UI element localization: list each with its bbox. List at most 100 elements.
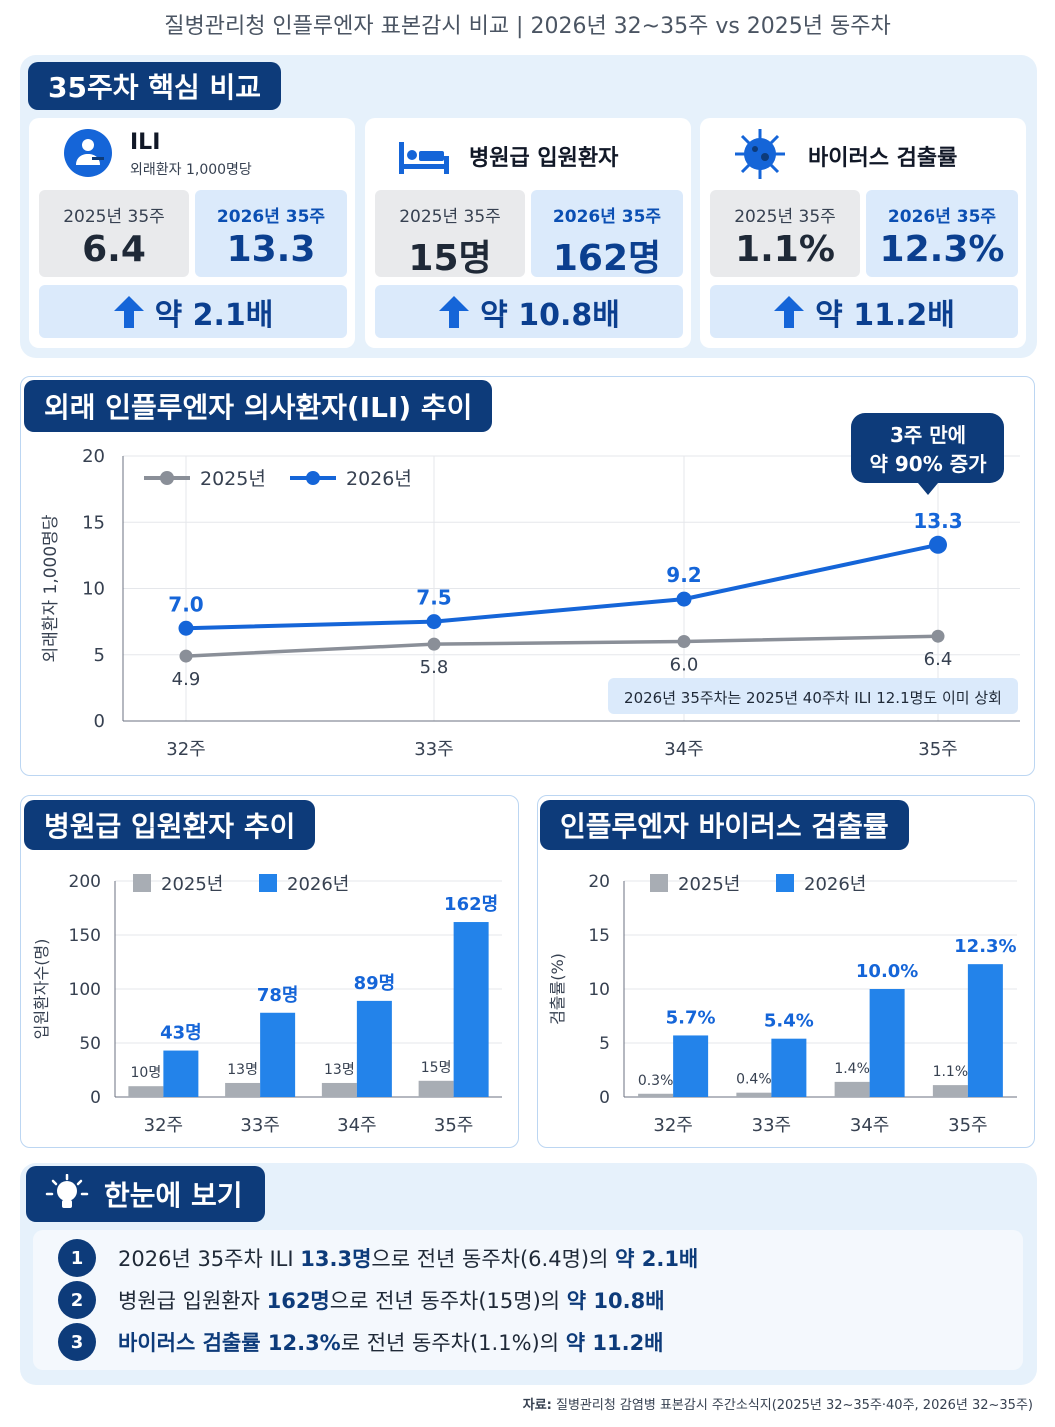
bar-data-label: 13명 (227, 1062, 258, 1078)
ili-section-title: 외래 인플루엔자 의사환자(ILI) 추이 (24, 380, 493, 432)
y-tick-label: 200 (69, 872, 101, 892)
data-label: 6.4 (924, 649, 953, 670)
bar-data-label: 5.7% (666, 1007, 716, 1028)
data-point (426, 614, 442, 630)
y-tick-label: 0 (90, 1088, 101, 1108)
y-tick-label: 10 (82, 579, 105, 600)
x-tick-label: 33주 (414, 739, 453, 760)
virus-icon (733, 127, 787, 185)
kpi-2025-value: 1.1% (735, 229, 835, 270)
kpi-ratio-text: 약 10.8배 (480, 297, 620, 333)
bar-data-label: 1.1% (933, 1064, 969, 1080)
bar-data-label: 12.3% (954, 936, 1016, 957)
lightbulb-icon (45, 1174, 89, 1208)
legend-marker (160, 471, 174, 485)
bar-2026년 (967, 964, 1003, 1097)
y-axis-title: 입원환자수(명) (32, 939, 51, 1040)
callout-text: 약 90% 증가 (870, 452, 988, 476)
hosp-bar-chart: 0 50 100 150 200 입원환자수(명) 32주 10명 43명 33주 13명 78명 34… (32, 872, 502, 1136)
bar-2026년 (771, 1038, 807, 1097)
hospital-bed-icon (397, 138, 451, 182)
kpi-2026-value: 12.3% (879, 229, 1005, 270)
legend-label: 2026년 (287, 874, 349, 895)
legend-label: 2025년 (161, 874, 223, 895)
legend-swatch (259, 874, 277, 892)
note-text: 2026년 35주차는 2025년 40주차 ILI 12.1명도 이미 상회 (624, 689, 1002, 707)
x-tick-label: 34주 (664, 739, 703, 760)
bar-2025년 (225, 1082, 261, 1097)
summary-item: 1 2026년 35주차 ILI 13.3명으로 전년 동주차(6.4명)의 약 … (58, 1239, 698, 1277)
data-label: 5.8 (420, 657, 449, 678)
arrow-up-icon (439, 295, 470, 328)
bar-2025년 (638, 1093, 674, 1097)
summary-number: 2 (58, 1281, 96, 1319)
callout-text: 3주 만에 (890, 423, 966, 447)
kpi-2026-label: 2026년 35주 (216, 207, 326, 227)
source-text: 질병관리청 감염병 표본감시 주간소식지(2025년 32~35주·40주, 2… (556, 1398, 1033, 1413)
summary-list-bg (33, 1230, 1023, 1370)
x-tick-label: 34주 (850, 1115, 889, 1136)
x-tick-label: 35주 (918, 739, 957, 760)
data-label: 4.9 (172, 669, 201, 690)
kpi-card-title: ILI (130, 130, 161, 155)
bar-data-label: 162명 (444, 894, 498, 915)
kpi-ratio: 약 11.2배 (710, 285, 1018, 338)
y-tick-label: 20 (588, 872, 610, 892)
legend-marker (306, 471, 320, 485)
callout-bubble (851, 413, 1004, 495)
x-tick-label: 33주 (240, 1115, 279, 1136)
x-tick-label: 35주 (948, 1115, 987, 1136)
hosp-section-title: 병원급 입원환자 추이 (24, 800, 316, 850)
y-axis-title: 검출률(%) (548, 953, 567, 1025)
bar-2026년 (260, 1012, 296, 1097)
series-line-2025년 (185, 634, 939, 658)
data-point (178, 620, 194, 636)
bar-2025년 (736, 1092, 772, 1097)
y-tick-label: 50 (79, 1034, 101, 1054)
bar-2026년 (869, 989, 905, 1097)
bar-2025년 (128, 1086, 164, 1097)
y-tick-label: 150 (69, 926, 101, 946)
bar-2025년 (418, 1080, 454, 1097)
bar-data-label: 0.3% (638, 1073, 674, 1089)
source-note: 자료: 질병관리청 감염병 표본감시 주간소식지(2025년 32~35주·40… (523, 1394, 1033, 1413)
kpi-2025-value: 6.4 (82, 229, 146, 270)
summary-item: 3 바이러스 검출률 12.3%로 전년 동주차(1.1%)의 약 11.2배 (58, 1323, 664, 1361)
bar-2026년 (453, 922, 489, 1097)
y-tick-label: 100 (69, 980, 101, 1000)
bar-2026년 (673, 1035, 709, 1097)
page-title: 질병관리청 인플루엔자 표본감시 비교 | 2026년 32~35주 vs 20… (164, 14, 891, 39)
bar-2025년 (932, 1085, 968, 1097)
data-point (179, 649, 193, 663)
note-box (608, 678, 1018, 714)
virus-section-title: 인플루엔자 바이러스 검출률 (540, 800, 909, 850)
kpi-2026-value: 13.3 (226, 229, 316, 270)
patient-icon (62, 127, 114, 183)
bar-data-label: 0.4% (736, 1072, 772, 1088)
kpi-2026-label: 2026년 35주 (887, 207, 997, 227)
bar-data-label: 43명 (160, 1023, 202, 1044)
y-axis-title: 외래환자 1,000명당 (41, 514, 61, 662)
bar-2025년 (834, 1081, 870, 1097)
bar-data-label: 10명 (131, 1065, 162, 1081)
summary-item: 2 병원급 입원환자 162명으로 전년 동주차(15명)의 약 10.8배 (58, 1281, 665, 1319)
y-tick-label: 5 (94, 645, 105, 666)
kpi-ratio: 약 2.1배 (39, 285, 347, 338)
data-point (677, 635, 691, 648)
x-tick-label: 32주 (653, 1115, 692, 1136)
y-tick-label: 15 (82, 512, 105, 533)
legend-swatch (776, 874, 794, 892)
kpi-2025-box: 2025년 35주 15명 (375, 190, 525, 279)
kpi-2025-label: 2025년 35주 (734, 207, 836, 227)
data-label: 6.0 (670, 655, 699, 676)
x-tick-label: 33주 (752, 1115, 791, 1136)
kpi-card-subtitle: 외래환자 1,000명당 (130, 162, 252, 178)
bar-data-label: 5.4% (764, 1011, 814, 1032)
legend-label: 2025년 (200, 468, 266, 490)
x-tick-label: 32주 (166, 739, 205, 760)
y-tick-label: 0 (599, 1088, 610, 1108)
legend-label: 2026년 (346, 468, 412, 490)
data-label: 7.0 (168, 592, 203, 616)
arrow-up-icon (113, 295, 144, 328)
bar-2026년 (163, 1050, 199, 1097)
